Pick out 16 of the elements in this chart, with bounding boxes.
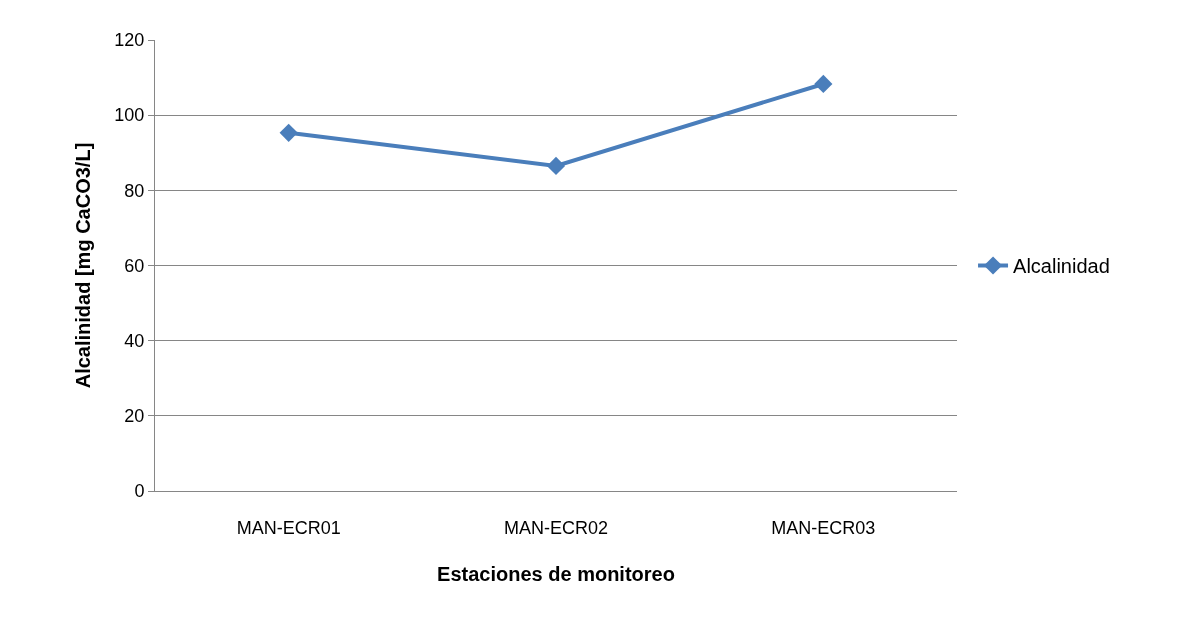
y-tick-label: 40: [124, 330, 145, 351]
y-tick-label: 20: [124, 406, 145, 427]
y-tick-label: 120: [114, 30, 145, 51]
y-axis-title: Alcalinidad [mg CaCO3/L]: [71, 142, 94, 389]
y-tick-label: 80: [124, 180, 145, 201]
x-tick-label: MAN-ECR03: [771, 517, 876, 538]
y-tick-label: 60: [124, 255, 145, 276]
y-tick-label: 0: [134, 481, 145, 502]
point: [546, 156, 566, 175]
point: [279, 123, 298, 142]
x-axis-title: Estaciones de monitoreo: [437, 563, 675, 586]
x-tick-label: MAN-ECR01: [236, 517, 341, 538]
legend-label: Alcalinidad: [1013, 255, 1110, 278]
point: [814, 74, 833, 94]
x-tick-label: MAN-ECR02: [503, 517, 609, 538]
y-tick-label: 100: [114, 105, 145, 126]
